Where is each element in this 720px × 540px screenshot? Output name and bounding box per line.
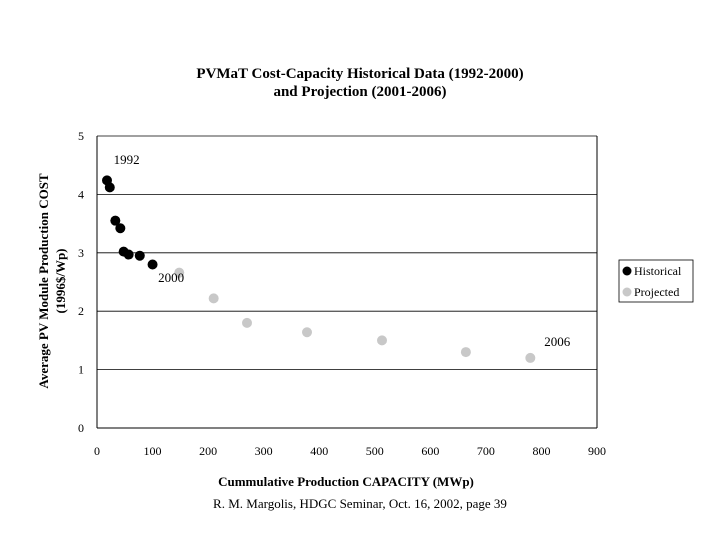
y-axis-title-line-1: Average PV Module Production COST (36, 173, 51, 389)
point-historical-2 (110, 215, 121, 226)
point-historical-7 (147, 259, 158, 270)
x-tick-label: 100 (144, 444, 162, 458)
axes (96, 136, 598, 429)
y-tick-label: 1 (78, 363, 84, 377)
point-historical-5 (123, 249, 134, 260)
y-axis-title-line-2: (1996$/Wp) (53, 249, 68, 314)
point-projected-4 (377, 335, 387, 346)
chart-title-line-2: and Projection (2001-2006) (273, 84, 446, 100)
footer-citation: R. M. Margolis, HDGC Seminar, Oct. 16, 2… (213, 496, 507, 511)
y-tick-label: 3 (78, 246, 84, 260)
point-projected-5 (460, 347, 471, 358)
point-historical-6 (134, 250, 145, 261)
legend-frame (618, 259, 694, 303)
x-tick-label: 700 (477, 444, 495, 458)
annotation-2006: 2006 (544, 334, 571, 349)
y-tick-label: 2 (78, 304, 84, 318)
x-tick-label: 400 (310, 444, 328, 458)
legend-label-projected: Projected (634, 285, 679, 299)
tick-labels: 0 1 2 3 4 5 0 100 200 300 400 500 600 700 800 900 (78, 129, 606, 458)
annotation-1992: 1992 (114, 152, 140, 167)
legend-label-historical: Historical (634, 264, 682, 278)
point-historical-3 (115, 223, 126, 234)
x-tick-label: 200 (199, 444, 217, 458)
y-tick-label: 5 (78, 129, 84, 143)
legend-marker-historical (622, 266, 632, 276)
point-projected-0 (174, 267, 185, 278)
legend-marker-projected (622, 287, 632, 297)
annotation-2000: 2000 (158, 270, 184, 285)
point-projected-1 (208, 293, 219, 304)
x-tick-label: 800 (532, 444, 550, 458)
x-axis-title: Cummulative Production CAPACITY (MWp) (218, 474, 474, 489)
x-tick-label: 500 (366, 444, 384, 458)
point-projected-3 (302, 327, 312, 338)
y-tick-label: 4 (78, 187, 84, 201)
legend: Historical Projected (618, 259, 694, 303)
x-tick-label: 900 (588, 444, 606, 458)
point-historical-1 (104, 182, 115, 193)
y-tick-label: 0 (78, 421, 84, 435)
point-projected-2 (242, 317, 252, 328)
x-tick-label: 0 (94, 444, 100, 458)
chart-title-line-1: PVMaT Cost-Capacity Historical Data (199… (196, 66, 523, 82)
point-projected-6 (525, 352, 536, 363)
x-tick-label: 600 (421, 444, 439, 458)
annotations: 1992 2000 2006 (114, 152, 571, 349)
data-points (102, 175, 536, 363)
gridlines (97, 135, 597, 371)
x-tick-label: 300 (255, 444, 273, 458)
